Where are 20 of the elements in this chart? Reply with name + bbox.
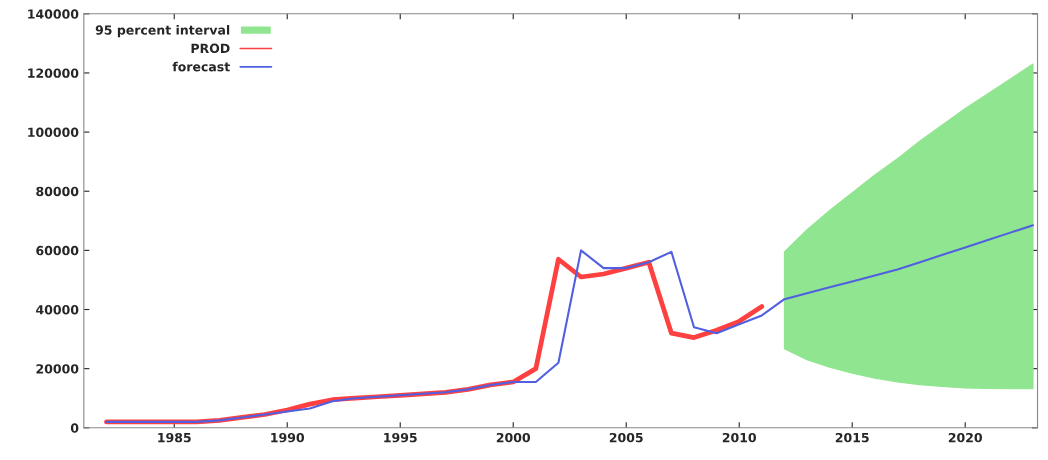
x-tick-label: 2000 — [496, 432, 531, 443]
y-tick-label: 80000 — [36, 186, 79, 197]
y-tick-label: 100000 — [28, 127, 79, 138]
y-tick-label: 120000 — [28, 68, 79, 78]
y-tick-label: 60000 — [36, 245, 79, 256]
x-tick-label: 1985 — [158, 432, 191, 443]
y-tick-label: 0 — [70, 423, 79, 433]
x-tick-label: 2020 — [948, 432, 982, 443]
legend-label: PROD — [191, 43, 230, 54]
x-tick-label: 1995 — [384, 432, 417, 443]
x-tick-label: 2005 — [609, 432, 643, 443]
line-series — [105, 224, 1035, 423]
legend-label: 95 percent interval — [95, 25, 230, 38]
x-tick-label: 2015 — [835, 432, 869, 443]
legend-label: forecast — [172, 61, 230, 72]
y-tick-label: 20000 — [36, 364, 79, 374]
y-tick-label: 40000 — [36, 304, 79, 315]
y-tick-label: 140000 — [28, 9, 79, 19]
x-tick-label: 1990 — [271, 432, 305, 443]
x-tick-label: 2010 — [722, 432, 757, 443]
